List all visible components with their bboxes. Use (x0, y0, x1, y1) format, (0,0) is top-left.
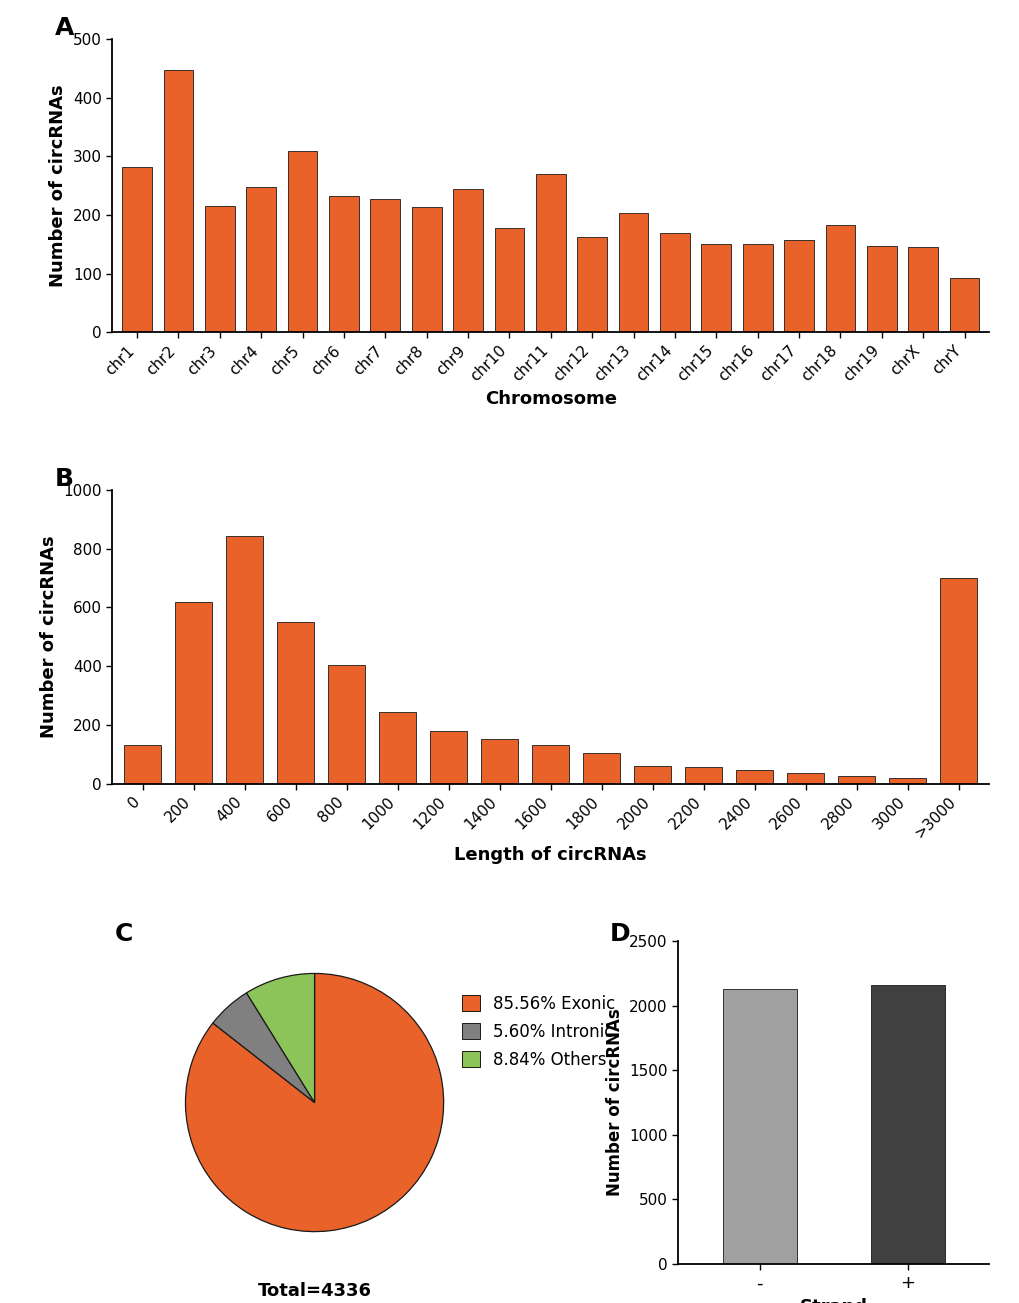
X-axis label: Strand: Strand (799, 1298, 867, 1303)
Bar (949, 278, 978, 332)
Bar (124, 745, 161, 783)
Bar (907, 248, 937, 332)
Bar (685, 767, 721, 783)
Y-axis label: Number of circRNAs: Number of circRNAs (49, 85, 67, 287)
Bar (659, 233, 689, 332)
X-axis label: Chromosome: Chromosome (484, 390, 616, 408)
Bar (889, 778, 925, 783)
Bar (175, 602, 212, 783)
X-axis label: Length of circRNAs: Length of circRNAs (454, 847, 646, 864)
Bar (583, 753, 620, 783)
Bar (577, 237, 606, 332)
Y-axis label: Number of circRNAs: Number of circRNAs (605, 1009, 623, 1196)
Bar (163, 70, 194, 332)
Bar (246, 186, 276, 332)
Bar (379, 711, 416, 783)
Bar (481, 739, 518, 783)
Bar (634, 766, 671, 783)
Bar (452, 189, 482, 332)
Legend: 85.56% Exonic, 5.60% Intronic, 8.84% Others: 85.56% Exonic, 5.60% Intronic, 8.84% Oth… (458, 992, 619, 1072)
Bar (328, 665, 365, 783)
Text: A: A (55, 16, 74, 39)
Bar (870, 985, 944, 1264)
Bar (412, 207, 441, 332)
Bar (721, 989, 796, 1264)
Wedge shape (185, 973, 443, 1231)
Bar (287, 151, 317, 332)
Wedge shape (213, 993, 314, 1102)
Bar (494, 228, 524, 332)
Bar (430, 731, 467, 783)
Wedge shape (247, 973, 314, 1102)
Bar (205, 206, 234, 332)
Bar (742, 245, 771, 332)
Bar (940, 579, 976, 783)
Bar (619, 212, 648, 332)
Text: B: B (55, 466, 74, 491)
Bar (329, 195, 359, 332)
Bar (226, 536, 263, 783)
Bar (787, 773, 823, 783)
Bar (866, 246, 896, 332)
Bar (701, 245, 731, 332)
Text: Total=4336: Total=4336 (258, 1282, 371, 1300)
Bar (736, 770, 772, 783)
Bar (122, 167, 152, 332)
Bar (532, 745, 569, 783)
Y-axis label: Number of circRNAs: Number of circRNAs (40, 536, 58, 737)
Bar (824, 225, 855, 332)
Bar (838, 775, 874, 783)
Bar (535, 175, 566, 332)
Text: D: D (609, 921, 630, 946)
Text: C: C (114, 921, 132, 946)
Bar (277, 622, 314, 783)
Bar (784, 240, 813, 332)
Bar (370, 198, 399, 332)
